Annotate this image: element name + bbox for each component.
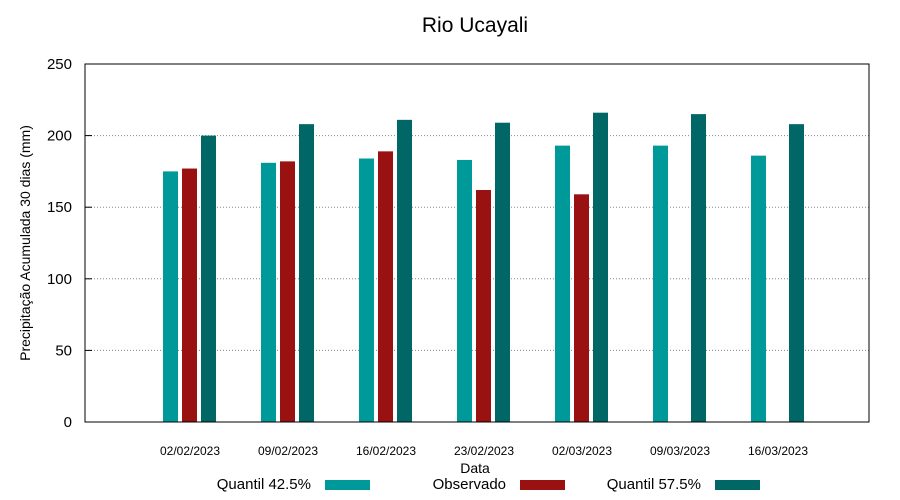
legend-label: Quantil 42.5% — [217, 476, 311, 493]
legend-entry: Observado — [433, 476, 565, 493]
x-tick-label: 09/03/2023 — [650, 444, 710, 458]
bar — [359, 158, 374, 422]
bar — [593, 112, 608, 423]
legend-label: Quantil 57.5% — [607, 476, 701, 493]
bar — [691, 114, 706, 423]
x-axis-label: Data — [460, 460, 490, 476]
bar — [555, 145, 570, 422]
y-tick-label: 150 — [47, 199, 72, 216]
bar — [397, 119, 412, 423]
y-axis-label: Precipitação Acumulada 30 dias (mm) — [17, 125, 33, 361]
bar — [201, 135, 216, 422]
bar — [280, 161, 295, 422]
legend: Quantil 42.5% Observado Quantil 57.5% — [217, 476, 760, 493]
y-tick-label: 200 — [47, 128, 72, 145]
bar — [495, 122, 510, 422]
bar — [751, 155, 766, 422]
chart-title: Rio Ucayali — [422, 14, 528, 37]
bar — [182, 168, 197, 422]
legend-swatch — [520, 480, 565, 490]
bar — [653, 145, 668, 422]
legend-entry: Quantil 57.5% — [607, 476, 760, 493]
bar — [299, 124, 314, 423]
bar — [261, 162, 276, 423]
legend-swatch — [715, 480, 760, 490]
legend-swatch — [325, 480, 370, 490]
legend-label: Observado — [433, 476, 506, 493]
x-tick-label: 16/03/2023 — [748, 444, 808, 458]
bar — [574, 194, 589, 422]
bar — [163, 171, 178, 422]
bar — [789, 124, 804, 423]
bar — [457, 159, 472, 422]
bar — [378, 151, 393, 423]
y-axis-ticks: 0 50 100 150 200 250 — [47, 56, 92, 431]
x-tick-label: 02/02/2023 — [160, 444, 220, 458]
bars — [163, 112, 804, 423]
y-tick-label: 250 — [47, 56, 72, 73]
legend-entry: Quantil 42.5% — [217, 476, 370, 493]
bar — [476, 190, 491, 422]
x-axis-ticks: 02/02/2023 09/02/2023 16/02/2023 23/02/2023… — [160, 444, 808, 458]
x-tick-label: 23/02/2023 — [454, 444, 514, 458]
y-tick-label: 50 — [55, 342, 72, 359]
plot-frame — [84, 63, 870, 423]
x-tick-label: 09/02/2023 — [258, 444, 318, 458]
x-tick-label: 16/02/2023 — [356, 444, 416, 458]
x-tick-label: 02/03/2023 — [552, 444, 612, 458]
y-tick-label: 100 — [47, 271, 72, 288]
y-tick-label: 0 — [64, 414, 72, 431]
